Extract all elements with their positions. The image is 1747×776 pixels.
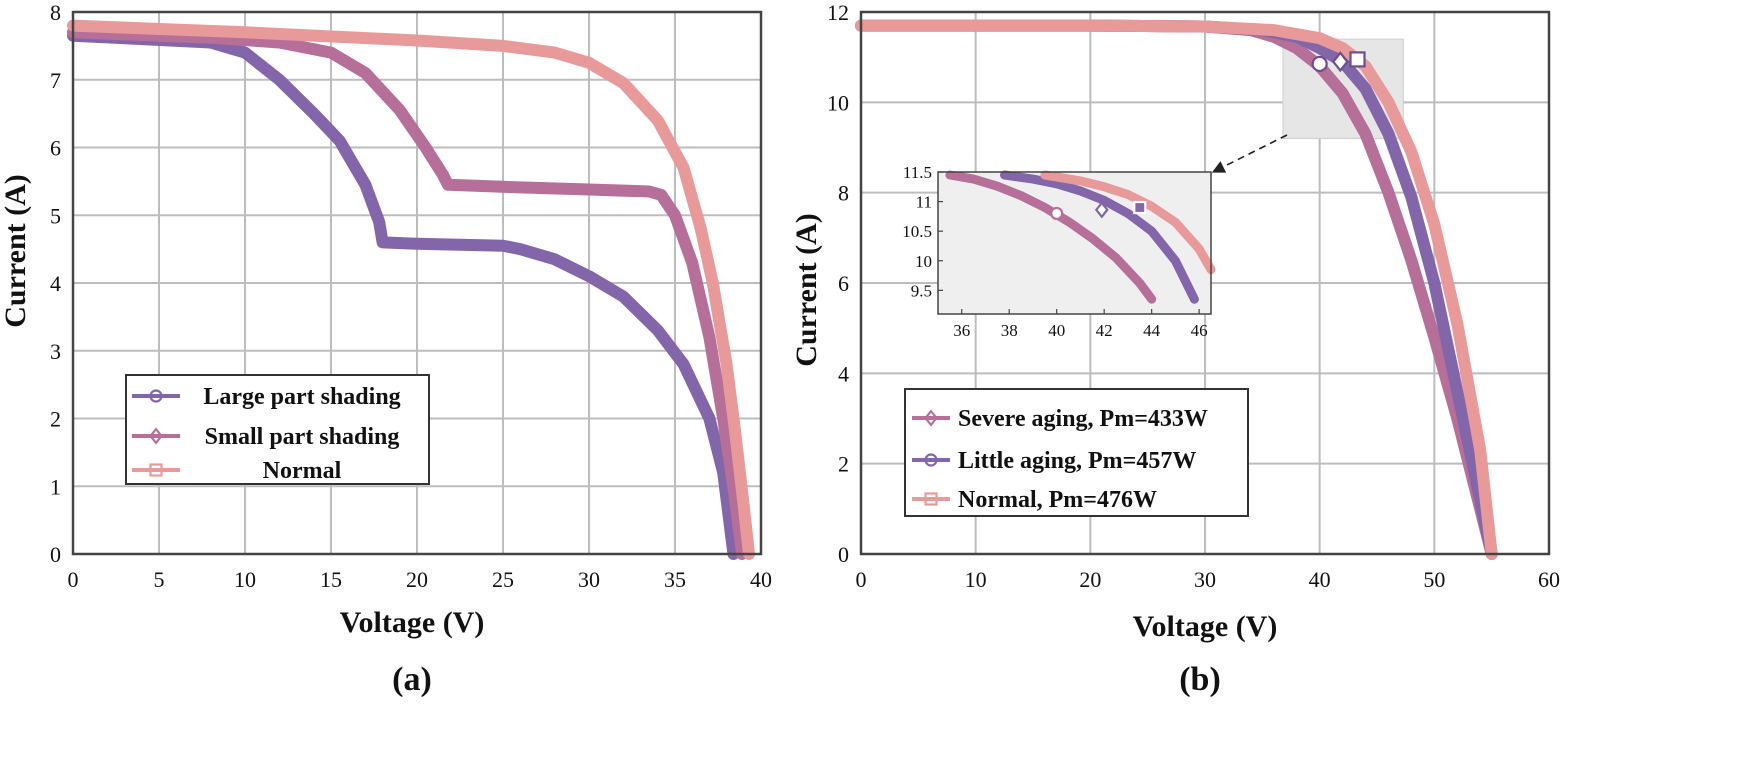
y-tick-label: 8 [838, 181, 849, 206]
legend-label: Little aging, Pm=457W [958, 448, 1196, 474]
mpp-marker [1331, 51, 1349, 73]
inset-chart: 36 38 40 42 44 46 9.5 10 10.5 11 11.5 [902, 163, 1216, 340]
chart-a-legend-box [125, 374, 430, 485]
inset-y-tick-label: 10 [915, 252, 932, 271]
y-tick-label: 4 [838, 361, 849, 386]
y-tick-label: 1 [50, 474, 61, 499]
inset-ticks: 36 38 40 42 44 46 9.5 10 10.5 11 11.5 [902, 163, 1207, 340]
mpp-marker [1349, 51, 1366, 68]
y-tick-label: 0 [838, 542, 849, 567]
legend-label: Normal, Pm=476W [958, 487, 1157, 513]
legend-label: Normal [263, 458, 342, 484]
y-tick-label: 6 [50, 136, 61, 161]
y-tick-label: 7 [50, 68, 61, 93]
y-tick-label: 12 [827, 0, 849, 25]
chart-a-ticks: 0 5 10 15 20 25 30 35 40 0 1 2 3 4 5 6 7 8 [50, 0, 772, 592]
y-tick-label: 6 [838, 271, 849, 296]
legend-marker [149, 463, 163, 477]
chart-a: 0 5 10 15 20 25 30 35 40 0 1 2 3 4 5 6 7 8 Voltage (V) Cu… [0, 0, 772, 698]
legend-marker [924, 453, 938, 467]
y-tick-label: 2 [838, 452, 849, 477]
x-tick-label: 20 [1079, 567, 1101, 592]
inset-y-tick-label: 10.5 [902, 222, 932, 241]
chart-b-frame [859, 10, 1551, 556]
chart-b-xlabel: Voltage (V) [1133, 610, 1278, 643]
chart-a-frame [71, 10, 763, 556]
x-tick-label: 40 [750, 567, 772, 592]
inset-series-line-1 [1000, 170, 1199, 304]
x-tick-label: 20 [406, 567, 428, 592]
inset-x-tick-label: 46 [1191, 321, 1208, 340]
x-tick-label: 0 [856, 567, 867, 592]
y-tick-label: 8 [50, 0, 61, 25]
legend-label: Large part shading [203, 384, 400, 410]
legend-marker [924, 409, 938, 427]
series-line-0 [67, 29, 740, 560]
legend-marker [924, 492, 938, 506]
legend-marker [149, 389, 163, 403]
x-tick-label: 50 [1423, 567, 1445, 592]
y-tick-label: 5 [50, 203, 61, 228]
inset-x-tick-label: 44 [1143, 321, 1161, 340]
x-tick-label: 15 [320, 567, 342, 592]
inset-y-tick-label: 9.5 [911, 281, 932, 300]
chart-a-legend: Large part shading Small part shading Norm… [125, 374, 430, 485]
inset-marker [1050, 206, 1064, 221]
inset-frame [937, 171, 1212, 315]
y-tick-label: 4 [50, 271, 61, 296]
inset-y-tick-label: 11 [916, 193, 932, 212]
chart-b-mpp-markers [1311, 51, 1366, 73]
inset-series [945, 170, 1216, 304]
x-tick-label: 10 [965, 567, 987, 592]
legend-label: Severe aging, Pm=433W [958, 406, 1208, 432]
inset-x-tick-label: 38 [1001, 321, 1018, 340]
chart-b-legend-box [904, 388, 1249, 517]
y-tick-label: 0 [50, 542, 61, 567]
x-tick-label: 0 [68, 567, 79, 592]
x-tick-label: 35 [664, 567, 686, 592]
inset-x-tick-label: 36 [953, 321, 970, 340]
chart-a-series [67, 19, 755, 560]
x-tick-label: 60 [1538, 567, 1560, 592]
inset-marker [1133, 200, 1147, 215]
x-tick-label: 25 [492, 567, 514, 592]
x-tick-label: 40 [1309, 567, 1331, 592]
chart-b-caption: (b) [1179, 661, 1221, 698]
series-line-2 [67, 19, 755, 560]
x-tick-label: 5 [154, 567, 165, 592]
zoom-arrow [1211, 134, 1288, 173]
inset-series-line-2 [1040, 170, 1216, 275]
x-tick-label: 30 [578, 567, 600, 592]
series-line-1 [67, 26, 749, 560]
chart-b-ylabel: Current (A) [790, 213, 823, 367]
inset-marker [1094, 201, 1109, 219]
inset-x-tick-label: 42 [1096, 321, 1113, 340]
y-tick-label: 2 [50, 407, 61, 432]
chart-a-xlabel: Voltage (V) [340, 606, 485, 639]
legend-label: Small part shading [205, 424, 400, 450]
legend-marker [149, 427, 163, 445]
x-tick-label: 30 [1194, 567, 1216, 592]
x-tick-label: 10 [234, 567, 256, 592]
inset-x-tick-label: 40 [1048, 321, 1065, 340]
chart-a-ylabel: Current (A) [0, 174, 32, 328]
y-tick-label: 10 [827, 90, 849, 115]
inset-y-tick-label: 11.5 [903, 163, 932, 182]
chart-a-caption: (a) [392, 661, 432, 698]
y-tick-label: 3 [50, 339, 61, 364]
chart-b-legend: Severe aging, Pm=433W Little aging, Pm=45… [904, 388, 1249, 517]
mpp-marker [1311, 55, 1328, 73]
